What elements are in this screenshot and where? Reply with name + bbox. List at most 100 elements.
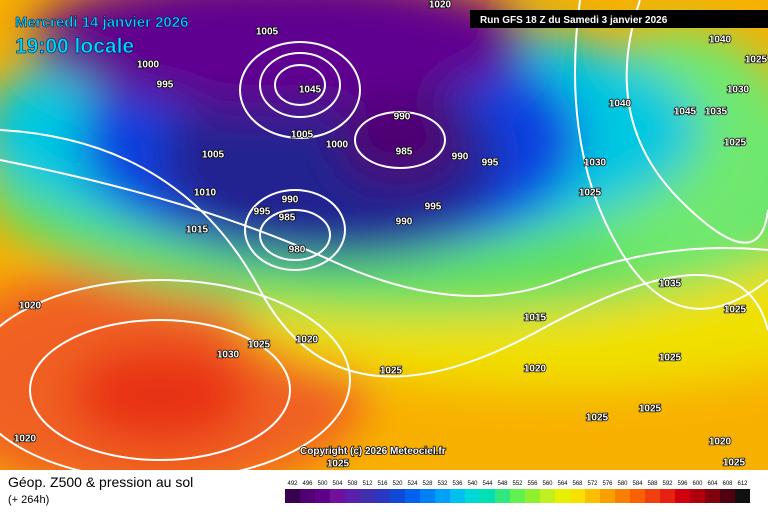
isobar-label: 1025 bbox=[586, 413, 609, 424]
isobar-label: 1040 bbox=[609, 99, 632, 110]
scale-swatch bbox=[360, 489, 375, 503]
scale-swatch bbox=[450, 489, 465, 503]
scale-swatch bbox=[660, 489, 675, 503]
scale-label: 552 bbox=[512, 481, 523, 487]
isobar-label: 1015 bbox=[186, 225, 209, 236]
isobar-label: 1025 bbox=[248, 340, 271, 351]
isobar-label: 990 bbox=[396, 217, 413, 228]
isobar-label: 1025 bbox=[639, 404, 662, 415]
scale-label: 612 bbox=[737, 481, 748, 487]
scale-label: 568 bbox=[572, 481, 583, 487]
isobar-label: 990 bbox=[394, 112, 411, 123]
isobar-label: 990 bbox=[452, 152, 469, 163]
copyright: Copyright (c) 2026 Meteociel.fr bbox=[300, 446, 446, 457]
scale-swatch bbox=[735, 489, 750, 503]
isobar-label: 1030 bbox=[217, 350, 240, 361]
scale-swatch bbox=[615, 489, 630, 503]
scale-swatch bbox=[585, 489, 600, 503]
scale-label: 536 bbox=[452, 481, 463, 487]
isobar-label: 1020 bbox=[709, 437, 732, 448]
scale-label: 496 bbox=[302, 481, 313, 487]
scale-label: 548 bbox=[497, 481, 508, 487]
isobar-label: 1025 bbox=[579, 188, 602, 199]
scale-swatch bbox=[465, 489, 480, 503]
scale-swatch bbox=[720, 489, 735, 503]
isobar-label: 985 bbox=[396, 147, 413, 158]
scale-swatch bbox=[435, 489, 450, 503]
isobar-label: 1005 bbox=[256, 27, 279, 38]
scale-label: 520 bbox=[392, 481, 403, 487]
isobar-label: 1005 bbox=[202, 150, 225, 161]
scale-label: 516 bbox=[377, 481, 388, 487]
isobar-label: 1045 bbox=[674, 107, 697, 118]
isobar-label: 1020 bbox=[296, 335, 319, 346]
field bbox=[0, 0, 768, 470]
scale-swatch bbox=[420, 489, 435, 503]
isobar-label: 1025 bbox=[723, 458, 746, 469]
scale-label: 500 bbox=[317, 481, 328, 487]
isobar-label: 1025 bbox=[745, 55, 768, 66]
footer-lead: (+ 264h) bbox=[8, 494, 49, 506]
scale-label: 592 bbox=[662, 481, 673, 487]
isobar-label: 1045 bbox=[299, 85, 322, 96]
isobar-label: 1010 bbox=[194, 188, 217, 199]
scale-label: 596 bbox=[677, 481, 688, 487]
scale-swatch bbox=[630, 489, 645, 503]
scale-label: 608 bbox=[722, 481, 733, 487]
scale-swatch bbox=[315, 489, 330, 503]
isobar-label: 995 bbox=[482, 158, 499, 169]
scale-label: 572 bbox=[587, 481, 598, 487]
scale-label: 560 bbox=[542, 481, 553, 487]
time: 19:00 locale bbox=[15, 35, 134, 58]
scale-swatch bbox=[480, 489, 495, 503]
scale-label: 492 bbox=[287, 481, 298, 487]
isobar-label: 1030 bbox=[727, 85, 750, 96]
scale-label: 528 bbox=[422, 481, 433, 487]
isobar-label: 1025 bbox=[724, 305, 747, 316]
scale-swatch bbox=[705, 489, 720, 503]
run-info: Run GFS 18 Z du Samedi 3 janvier 2026 bbox=[480, 15, 668, 26]
scale-swatch bbox=[405, 489, 420, 503]
scale-label: 540 bbox=[467, 481, 478, 487]
scale-label: 600 bbox=[692, 481, 703, 487]
isobar-label: 1020 bbox=[14, 434, 37, 445]
scale-label: 508 bbox=[347, 481, 358, 487]
footer-title: Géop. Z500 & pression au sol bbox=[8, 474, 193, 490]
scale-swatch bbox=[540, 489, 555, 503]
scale-swatch bbox=[525, 489, 540, 503]
scale-swatch bbox=[555, 489, 570, 503]
isobar-label: 995 bbox=[157, 80, 174, 91]
scale-swatch bbox=[510, 489, 525, 503]
scale-swatch bbox=[675, 489, 690, 503]
scale-swatch bbox=[345, 489, 360, 503]
isobar-label: 1020 bbox=[524, 364, 547, 375]
isobar-label: 1040 bbox=[709, 35, 732, 46]
isobar-label: 1000 bbox=[326, 140, 349, 151]
scale-swatch bbox=[285, 489, 300, 503]
scale-label: 604 bbox=[707, 481, 718, 487]
scale-label: 532 bbox=[437, 481, 448, 487]
isobar-label: 1025 bbox=[724, 138, 747, 149]
date: Mercredi 14 janvier 2026 bbox=[15, 14, 188, 31]
isobar-label: 1015 bbox=[524, 313, 547, 324]
scale-label: 576 bbox=[602, 481, 613, 487]
scale-swatch bbox=[570, 489, 585, 503]
isobar-label: 980 bbox=[289, 245, 306, 256]
scale-swatch bbox=[690, 489, 705, 503]
isobar-label: 1005 bbox=[291, 130, 314, 141]
scale-swatch bbox=[645, 489, 660, 503]
isobar-label: 1035 bbox=[705, 107, 728, 118]
scale-label: 556 bbox=[527, 481, 538, 487]
scale-swatch bbox=[390, 489, 405, 503]
isobar-label: 1000 bbox=[137, 60, 160, 71]
isobar-label: 1035 bbox=[659, 279, 682, 290]
isobar-label: 995 bbox=[425, 202, 442, 213]
isobar-label: 1025 bbox=[659, 353, 682, 364]
scale-swatch bbox=[495, 489, 510, 503]
scale-swatch bbox=[600, 489, 615, 503]
isobar-label: 1025 bbox=[380, 366, 403, 377]
scale-swatch bbox=[330, 489, 345, 503]
isobar-label: 990 bbox=[282, 195, 299, 206]
scale-label: 584 bbox=[632, 481, 643, 487]
